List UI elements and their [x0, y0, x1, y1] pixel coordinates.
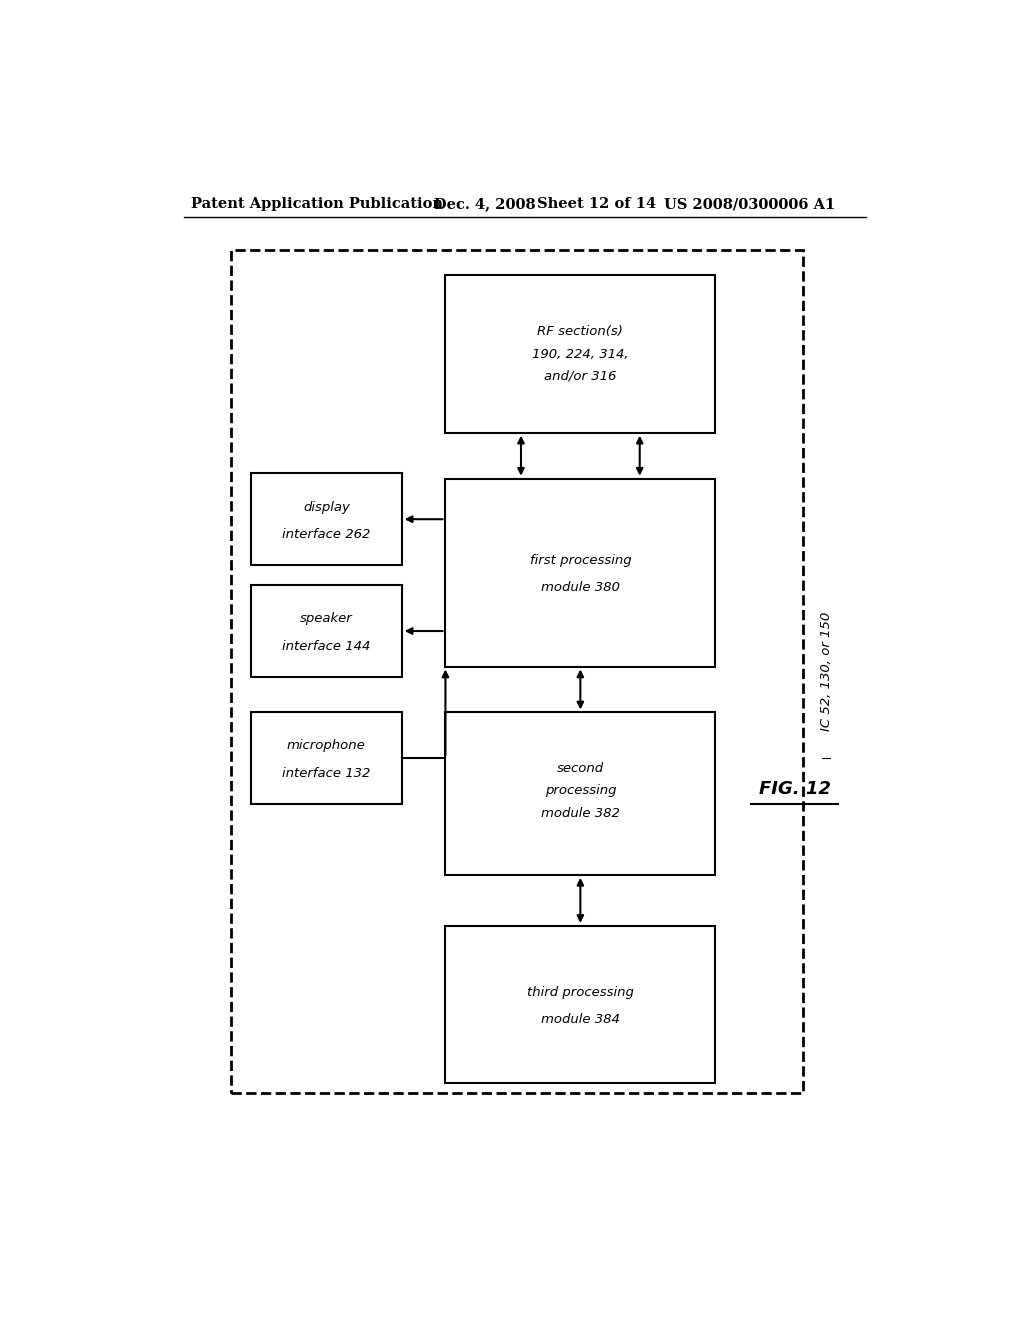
Text: microphone: microphone	[287, 739, 366, 752]
Bar	[445, 479, 715, 667]
Bar	[445, 713, 715, 875]
Text: US 2008/0300006 A1: US 2008/0300006 A1	[664, 197, 835, 211]
Bar	[231, 249, 803, 1093]
Text: Patent Application Publication: Patent Application Publication	[191, 197, 443, 211]
Text: module 384: module 384	[541, 1014, 620, 1026]
Text: RF section(s): RF section(s)	[538, 325, 624, 338]
Text: and/or 316: and/or 316	[544, 370, 616, 383]
Text: interface 144: interface 144	[283, 640, 371, 653]
Bar	[251, 585, 401, 677]
Text: third processing: third processing	[527, 986, 634, 999]
Text: IC 52, 130, or 150: IC 52, 130, or 150	[820, 612, 833, 731]
Bar	[251, 713, 401, 804]
Text: module 380: module 380	[541, 581, 620, 594]
Text: module 382: module 382	[541, 808, 620, 821]
Text: interface 262: interface 262	[283, 528, 371, 541]
Text: second: second	[557, 762, 604, 775]
Text: FIG. 12: FIG. 12	[759, 780, 830, 797]
Text: Sheet 12 of 14: Sheet 12 of 14	[537, 197, 655, 211]
Bar	[445, 925, 715, 1084]
Text: display: display	[303, 500, 350, 513]
Text: Dec. 4, 2008: Dec. 4, 2008	[433, 197, 536, 211]
Bar	[251, 474, 401, 565]
Bar	[445, 276, 715, 433]
Text: processing: processing	[545, 784, 616, 797]
Text: first processing: first processing	[529, 554, 631, 566]
Text: interface 132: interface 132	[283, 767, 371, 780]
Text: 190, 224, 314,: 190, 224, 314,	[532, 347, 629, 360]
Text: speaker: speaker	[300, 612, 353, 626]
